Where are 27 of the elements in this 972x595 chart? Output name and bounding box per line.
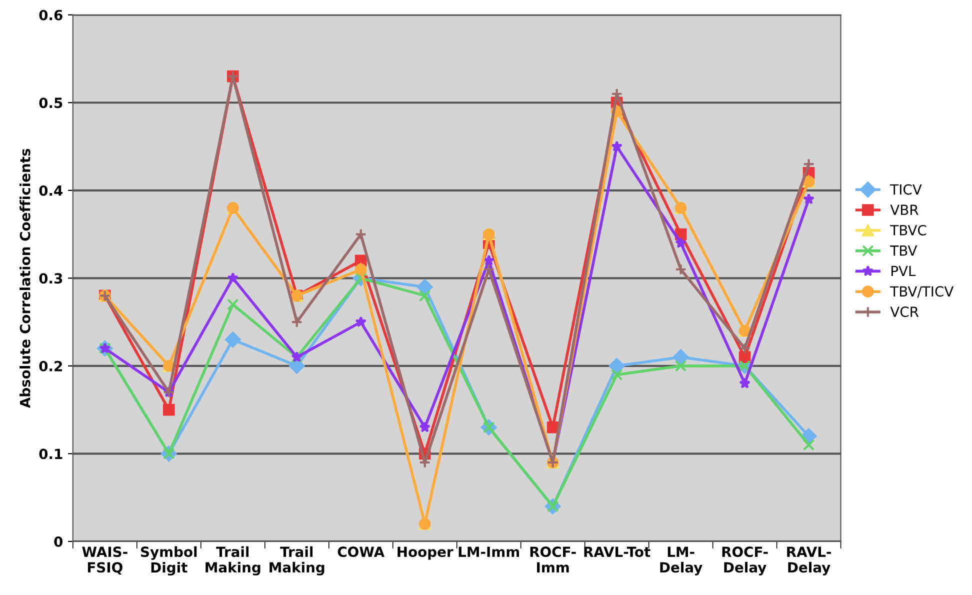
y-tick-label: 0.5: [39, 98, 62, 108]
x-tick-label: ROCF- Delay: [722, 546, 768, 576]
x-tick-label: Symbol Digit: [140, 546, 197, 576]
y-tick-label: 0.2: [39, 360, 62, 372]
x-tick-label: COWA: [338, 546, 385, 558]
y-axis-title: Absolute Correlation Coefficients: [20, 148, 30, 408]
legend-label: TBVC: [890, 224, 926, 236]
x-tick-label: LM-Imm: [458, 546, 520, 557]
y-tick-label: 0.1: [39, 448, 62, 460]
x-tick-label: LM- Delay: [660, 546, 702, 576]
y-tick-label: 0.3: [39, 273, 62, 284]
y-tick-label: 0.6: [39, 10, 62, 20]
x-tick-label: Trail Making: [270, 546, 324, 576]
x-tick-label: RAVL- Delay: [787, 546, 831, 576]
x-tick-label: WAIS- FSIQ: [82, 546, 128, 574]
legend-label: TBV: [890, 246, 918, 256]
x-tick-label: Trail Making: [206, 546, 260, 576]
legend-label: TBV/TICV: [890, 286, 954, 298]
x-tick-label: Hooper: [398, 546, 454, 560]
legend-label: VCR: [890, 306, 919, 318]
y-tick-label: 0: [54, 536, 63, 547]
x-tick-label: RAVL-Tot: [584, 546, 650, 558]
legend-label: TICV: [890, 184, 922, 195]
legend-label: PVL: [891, 266, 916, 276]
y-tick-label: 0.4: [39, 185, 63, 196]
legend-label: VBR: [890, 204, 918, 215]
x-tick-label: ROCF- Imm: [530, 546, 576, 572]
